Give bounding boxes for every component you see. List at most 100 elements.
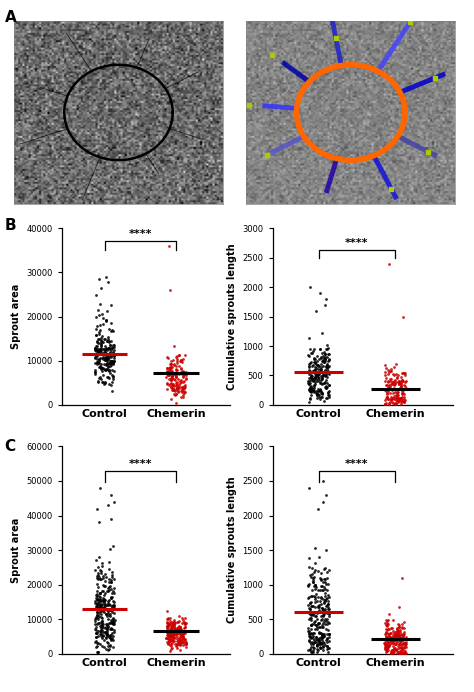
Point (108, 577, 115, 588)
Point (100, 603, 107, 614)
Point (167, 627, 174, 638)
Point (383, 639, 391, 650)
Point (164, 618, 172, 629)
Point (319, 617, 327, 628)
Point (313, 595, 321, 606)
Point (182, 367, 190, 378)
Point (319, 610, 327, 621)
Point (163, 617, 171, 628)
Point (309, 374, 317, 385)
Point (94, 646, 101, 657)
Point (168, 630, 176, 641)
Point (311, 579, 319, 590)
Point (318, 385, 325, 396)
Point (388, 384, 395, 395)
Point (388, 392, 395, 403)
Point (100, 626, 107, 637)
Point (316, 617, 323, 628)
Point (173, 353, 181, 364)
Point (314, 388, 321, 399)
Point (395, 376, 403, 387)
Point (100, 602, 107, 613)
Point (319, 630, 327, 641)
Point (182, 636, 190, 647)
Point (92, 632, 100, 643)
Point (103, 619, 111, 630)
Point (178, 381, 186, 392)
Point (312, 358, 319, 370)
Point (91, 366, 99, 377)
Point (388, 385, 396, 396)
Point (99, 594, 106, 606)
Point (109, 618, 116, 629)
Point (106, 347, 114, 358)
Point (402, 648, 410, 659)
Point (315, 601, 322, 612)
Point (305, 625, 313, 636)
Point (324, 602, 332, 613)
Point (308, 563, 315, 574)
Point (165, 634, 173, 645)
Point (182, 618, 189, 629)
Point (318, 372, 326, 383)
Point (314, 601, 322, 612)
Point (324, 361, 331, 372)
Point (96, 600, 104, 611)
Point (104, 637, 111, 648)
Point (100, 595, 107, 606)
Point (397, 640, 405, 651)
Point (174, 635, 182, 646)
Point (313, 389, 321, 400)
Point (95, 347, 103, 358)
Point (94, 637, 102, 648)
Point (305, 628, 313, 639)
Point (384, 375, 392, 386)
Point (323, 632, 330, 644)
Point (168, 374, 175, 385)
Point (312, 543, 319, 554)
Point (324, 625, 332, 636)
Point (316, 392, 323, 403)
Point (310, 642, 318, 653)
Point (321, 353, 328, 364)
Point (307, 393, 314, 404)
Point (383, 392, 391, 403)
Point (387, 637, 394, 648)
Point (309, 590, 316, 601)
Point (325, 646, 332, 657)
Point (171, 626, 178, 637)
Point (394, 646, 401, 657)
Point (305, 482, 313, 493)
Point (104, 626, 111, 637)
Point (324, 386, 332, 397)
Point (304, 644, 312, 655)
Point (386, 399, 393, 410)
Point (381, 394, 389, 406)
Point (177, 376, 185, 388)
Point (307, 357, 314, 368)
Point (91, 369, 99, 380)
Point (94, 618, 101, 629)
Point (396, 636, 404, 647)
Point (176, 621, 184, 632)
Point (313, 360, 320, 371)
Point (324, 603, 331, 614)
Point (392, 633, 400, 644)
Point (324, 599, 332, 610)
Point (401, 380, 409, 391)
Point (322, 382, 330, 393)
Point (168, 621, 176, 632)
Point (312, 369, 320, 380)
Point (392, 399, 400, 410)
Point (400, 389, 408, 400)
Point (102, 608, 110, 619)
Point (381, 359, 388, 370)
Point (101, 334, 109, 345)
Point (325, 392, 332, 403)
Point (319, 576, 327, 588)
Point (316, 385, 324, 397)
Point (384, 637, 392, 648)
Point (392, 645, 400, 656)
Point (100, 347, 108, 358)
Point (401, 394, 409, 406)
